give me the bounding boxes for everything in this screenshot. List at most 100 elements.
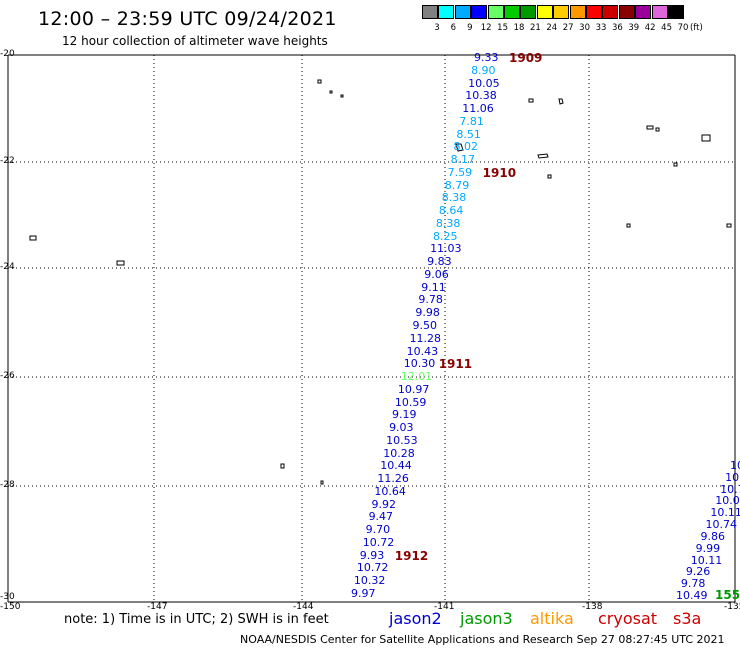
- scale-label: 39: [628, 23, 640, 33]
- longitude-label: -150: [0, 602, 21, 612]
- wave-height-value: 11.06: [462, 102, 494, 116]
- wave-height-value: 10.02: [715, 494, 740, 508]
- scale-label: 27: [562, 23, 574, 33]
- island-shape: [317, 79, 322, 84]
- wave-height-value: 9.98: [415, 306, 440, 320]
- wave-height-value: 9.97: [351, 587, 376, 600]
- satellite-name: s3a: [673, 609, 702, 628]
- wave-height-value: 8.64: [438, 204, 464, 218]
- wave-height-value: 10.97: [397, 382, 430, 396]
- wave-height-value: 7.81: [459, 114, 484, 128]
- wave-height-value: 10.64: [374, 484, 406, 498]
- scale-label: 45: [661, 23, 672, 33]
- island-shape: [116, 260, 125, 266]
- island-shape: [547, 174, 552, 179]
- scale-label: 70: [677, 23, 689, 33]
- island-shape: [626, 223, 631, 228]
- wave-height-value: 10.59: [394, 395, 427, 409]
- scale-swatch: [651, 5, 668, 19]
- wave-height-value: 9.78: [418, 293, 443, 307]
- scale-label: 15: [497, 23, 508, 33]
- wave-height-value: 10: [725, 470, 740, 484]
- scale-label: 12: [480, 23, 492, 33]
- longitude-label: -144: [293, 602, 314, 612]
- scale-swatch: [422, 5, 438, 19]
- wave-height-value: 8.17: [450, 153, 476, 167]
- scale-label: 42: [644, 23, 656, 33]
- scale-label: 6: [450, 23, 457, 33]
- wave-height-value: 9.03: [389, 421, 414, 435]
- wave-height-value: 9.50: [412, 319, 438, 332]
- wave-height-value: 10.43: [406, 344, 439, 358]
- island-shape: [726, 223, 732, 228]
- wave-height-value: 10.30: [403, 357, 436, 371]
- time-marker: 1912: [394, 548, 429, 563]
- scale-swatch: [454, 5, 471, 19]
- wave-height-value: 10: [730, 459, 740, 472]
- wave-height-value: 7.59: [447, 165, 473, 179]
- footer-note: note: 1) Time is in UTC; 2) SWH is in fe…: [64, 612, 329, 627]
- wave-height-value: 8.25: [433, 229, 458, 243]
- wave-height-value: 8.51: [456, 127, 481, 141]
- wave-height-value: 9.33: [474, 51, 499, 64]
- scale-label: 24: [546, 23, 558, 33]
- scale-swatch: [668, 5, 684, 19]
- scale-label: 33: [595, 23, 607, 33]
- scale-label: 30: [579, 23, 590, 33]
- footer-credit: NOAA/NESDIS Center for Satellite Applica…: [240, 633, 725, 646]
- wave-height-value: 9.26: [685, 565, 711, 579]
- island-shape: [455, 143, 464, 152]
- island-shape: [29, 235, 37, 241]
- wave-height-value: 10.44: [380, 459, 412, 473]
- wave-height-value: 10.49: [676, 589, 708, 602]
- island-shape: [558, 98, 564, 105]
- island-shape: [340, 94, 344, 98]
- scale-swatch: [602, 5, 619, 19]
- wave-height-value: 9.11: [421, 280, 446, 294]
- wave-height-value: 9.78: [680, 577, 706, 591]
- scale-swatch: [553, 5, 570, 19]
- scale-swatch: [586, 5, 602, 19]
- scale-label: 18: [513, 23, 525, 33]
- wave-height-value: 10.7: [720, 482, 740, 496]
- scale-unit: (ft): [689, 23, 703, 33]
- wave-height-value: 12.01: [400, 370, 433, 384]
- wave-height-value: 9.70: [365, 523, 391, 537]
- wave-height-value: 10.11: [710, 506, 740, 520]
- island-shape: [673, 162, 678, 167]
- page-title: 12:00 – 23:59 UTC 09/24/2021: [38, 8, 337, 30]
- wave-height-value: 11.28: [409, 331, 442, 345]
- satellite-name: altika: [530, 609, 574, 628]
- wave-height-value: 10.72: [362, 535, 395, 549]
- scale-swatch: [438, 5, 455, 19]
- wave-height-value: 8.38: [435, 216, 461, 230]
- scale-swatch: [504, 5, 520, 19]
- wave-height-value: 9.19: [392, 408, 417, 422]
- latitude-label: -26: [0, 371, 15, 381]
- island-shape: [701, 134, 711, 142]
- scale-label: 9: [467, 23, 473, 33]
- wave-height-value: 9.83: [427, 255, 452, 269]
- latitude-label: -20: [0, 49, 15, 59]
- scale-swatch: [487, 5, 504, 19]
- scale-swatch: [520, 5, 537, 19]
- wave-height-value: 8.02: [453, 140, 479, 154]
- satellite-name: jason3: [460, 609, 513, 628]
- wave-height-value: 10.32: [353, 574, 386, 588]
- scale-label: 36: [611, 23, 623, 33]
- satellite-name: jason2: [389, 609, 442, 628]
- wave-height-value: 9.99: [695, 541, 721, 555]
- wave-height-value: 8.38: [441, 191, 467, 205]
- wave-height-value: 10.28: [383, 446, 415, 460]
- wave-height-value: 9.06: [424, 267, 449, 281]
- wave-height-value: 8.90: [471, 63, 496, 77]
- latitude-label: -30: [0, 592, 15, 602]
- longitude-label: -141: [434, 602, 455, 612]
- scale-swatch: [569, 5, 586, 19]
- island-shape: [329, 90, 333, 94]
- wave-height-value: 10.38: [465, 89, 497, 103]
- latitude-label: -28: [0, 480, 15, 490]
- scale-label: 3: [434, 23, 440, 33]
- time-marker: 1909: [509, 51, 543, 65]
